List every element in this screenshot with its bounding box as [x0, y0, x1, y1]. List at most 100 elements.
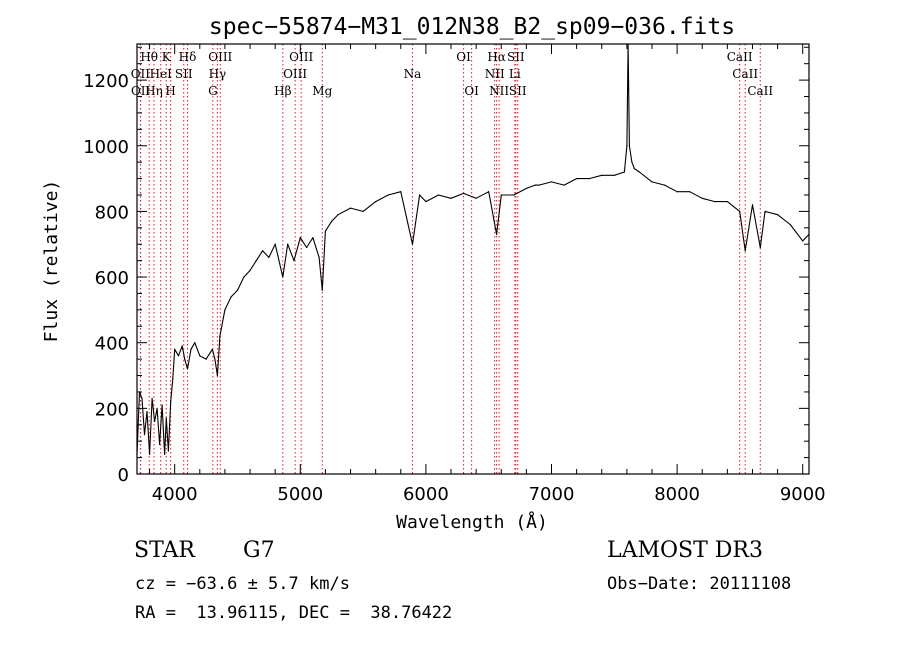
spectrum-point [613, 174, 615, 176]
spectrum-point [759, 246, 761, 249]
spectrum-point [181, 345, 183, 347]
spectrum-point [462, 192, 465, 194]
spectral-line-label: Mg [312, 84, 332, 98]
spectrum-point [141, 397, 143, 400]
spectrum-point [400, 191, 402, 193]
spectral-line-label: Li [509, 67, 521, 81]
spectrum-point [305, 246, 308, 249]
spectrum-point [425, 200, 427, 203]
spectrum-point [174, 348, 176, 350]
spectrum-point [631, 161, 633, 163]
spectrum-point [274, 243, 276, 245]
spectrum-point [148, 453, 151, 455]
spectrum-point [219, 335, 221, 337]
x-tick-label: 6000 [403, 484, 449, 505]
spectrum-point [714, 200, 716, 203]
spectrum-point [153, 420, 156, 423]
spectrum-point [726, 200, 728, 203]
y-tick-label: 600 [95, 268, 129, 289]
spectrum-point [375, 200, 377, 203]
spectral-line-label: OI [456, 50, 471, 64]
spectral-line-label: SII [509, 84, 527, 98]
y-tick-label: 1200 [83, 71, 129, 92]
spectrum-point [165, 417, 167, 419]
spectral-line-label: OI [464, 84, 479, 98]
spectrum-point [419, 194, 421, 196]
spectrum-point [321, 289, 323, 291]
spectrum-point [324, 230, 327, 232]
spectral-line-label: SII [507, 50, 525, 64]
redshift-velocity: cz = −63.6 ± 5.7 km/s [135, 574, 350, 594]
plot-frame [136, 43, 810, 475]
spectrum-point [214, 358, 216, 360]
spectral-line-label: Hη [145, 84, 163, 98]
spectrum-point [638, 171, 641, 173]
spectrum-point [199, 355, 201, 357]
spectrum-point [362, 210, 364, 213]
spectral-line-label: CaII [747, 84, 773, 98]
spectral-line-label: K [162, 50, 172, 64]
x-tick-label: 5000 [277, 484, 323, 505]
spectral-line-label: Hβ [274, 84, 291, 98]
x-tick-label: 9000 [780, 484, 826, 505]
spectrum-point [177, 355, 180, 357]
spectrum-point [186, 368, 189, 370]
spectrum-point [293, 260, 295, 262]
y-tick-label: 1000 [83, 137, 129, 158]
spectrum-point [623, 171, 625, 173]
spectrum-point [268, 256, 270, 258]
spectrum-point [167, 450, 170, 452]
y-tick-label: 400 [95, 334, 129, 355]
spectrum-point [588, 177, 590, 180]
spectrum-point [205, 358, 207, 360]
spectrum-point [496, 233, 498, 235]
spectral-line-label: OII [131, 84, 151, 98]
coordinates: RA = 13.96115, DEC = 38.76422 [135, 603, 453, 623]
spectrum-point [184, 358, 186, 360]
spectrum-series [136, 43, 810, 455]
spectrum-point [538, 184, 540, 186]
spectral-line-label: G [208, 84, 218, 98]
spectral-line-label: OII [131, 67, 151, 81]
spectral-line-label: CaII [732, 67, 758, 81]
y-axis-label: Flux (relative) [41, 180, 62, 343]
spectral-line-label: SII [175, 67, 193, 81]
spectral-line-label: H [165, 84, 175, 98]
spectral-line-label: NII [489, 84, 509, 98]
spectrum-point [312, 237, 314, 239]
spectral-line-label: OIII [208, 50, 232, 64]
spectrum-point [628, 145, 630, 147]
spectrum-point [626, 145, 628, 147]
x-tick-label: 8000 [654, 484, 700, 505]
spectrum-point [255, 260, 257, 262]
spectrum-point [488, 191, 490, 193]
spectral-line-label: OIII [283, 67, 307, 81]
spectrum-point [161, 404, 163, 406]
spectrum-point [802, 240, 804, 242]
y-tick-label: 200 [95, 399, 129, 420]
spectrum-point [172, 378, 174, 380]
spectrum-point [337, 214, 339, 216]
y-tick-label: 800 [95, 202, 129, 223]
spectrum-point [411, 243, 414, 245]
spectrum-point [776, 214, 779, 216]
spectrum-point [663, 184, 666, 186]
spectrum-point [500, 194, 502, 196]
x-tick-label: 7000 [529, 484, 575, 505]
spectrum-point [216, 374, 218, 377]
spectrum-point [299, 237, 301, 239]
spectrum-point [211, 348, 213, 350]
spectrum-point [676, 191, 678, 193]
spectral-line-label: Hθ [140, 50, 158, 64]
spectrum-point [170, 401, 172, 403]
spectrum-point [224, 309, 226, 311]
spectrum-point [751, 204, 754, 206]
spectrum-point [230, 296, 232, 298]
spectral-line-markers [139, 44, 761, 474]
chart-title: spec−55874−M31_012N38_B2_sp09−036.fits [209, 14, 735, 40]
object-subclass: G7 [243, 538, 275, 563]
spectrum-point [194, 342, 196, 344]
spectrum-point [156, 407, 158, 409]
